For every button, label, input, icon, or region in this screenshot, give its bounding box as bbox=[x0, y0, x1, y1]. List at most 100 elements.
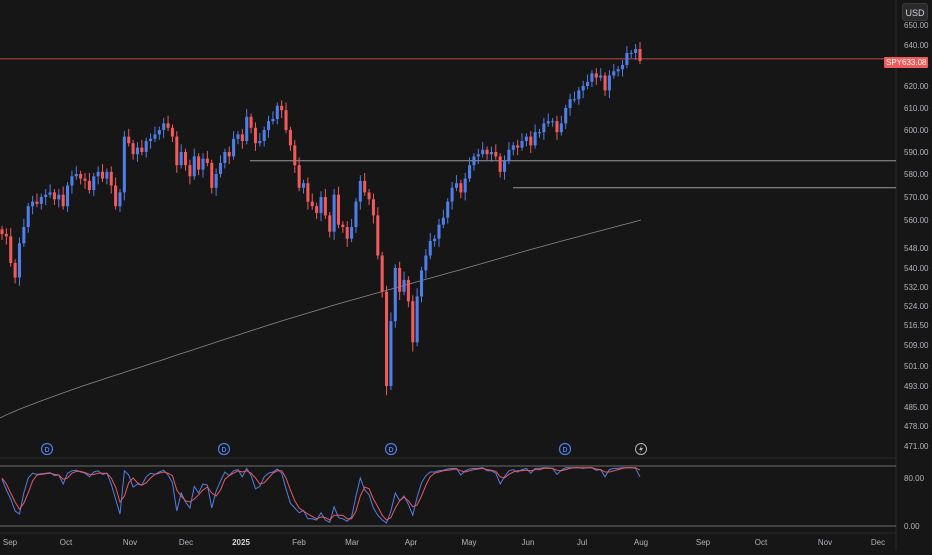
price-tick-label: 600.00 bbox=[904, 126, 929, 135]
candle-body bbox=[87, 180, 91, 191]
candle-body bbox=[559, 123, 563, 133]
candle-body bbox=[79, 174, 83, 179]
candle-body bbox=[328, 215, 332, 232]
candle-body bbox=[634, 49, 638, 53]
candle-body bbox=[157, 130, 161, 135]
candle-body bbox=[17, 243, 22, 278]
candle-body bbox=[345, 227, 349, 239]
dividend-marker: D bbox=[217, 442, 231, 456]
candle-body bbox=[419, 270, 424, 297]
candle-body bbox=[336, 194, 341, 225]
time-axis-label: Nov bbox=[818, 538, 832, 547]
candle-body bbox=[315, 206, 319, 214]
time-axis-label: Oct bbox=[60, 538, 73, 547]
candle-body bbox=[13, 263, 17, 278]
candle-body bbox=[210, 163, 214, 188]
candle-body bbox=[192, 156, 196, 177]
price-tick-label: 620.00 bbox=[904, 82, 929, 91]
candle-body bbox=[232, 138, 236, 157]
candle-body bbox=[306, 183, 310, 202]
candle-body bbox=[516, 145, 520, 148]
stochastic-tick-label: 0.00 bbox=[904, 522, 920, 531]
dividend-marker-letter: D bbox=[562, 447, 567, 454]
time-axis-label: Dec bbox=[871, 538, 885, 547]
candle-body bbox=[572, 99, 576, 101]
candle-body bbox=[498, 156, 502, 172]
candle-body bbox=[476, 154, 480, 157]
candle-body bbox=[503, 160, 507, 172]
candle-body bbox=[424, 255, 428, 271]
candle-body bbox=[297, 165, 301, 188]
candle-body bbox=[39, 197, 43, 204]
dividend-marker-circle bbox=[40, 442, 54, 456]
time-axis-label: May bbox=[461, 538, 476, 547]
candle-body bbox=[406, 279, 410, 302]
candle-body bbox=[57, 194, 61, 200]
candle-body bbox=[537, 132, 542, 134]
candle-body bbox=[354, 201, 358, 227]
candle-body bbox=[450, 187, 454, 202]
candle-body bbox=[319, 197, 323, 214]
candle-body bbox=[61, 194, 65, 207]
price-tick-label: 580.00 bbox=[904, 170, 929, 179]
candle-body bbox=[288, 130, 292, 146]
dividend-marker-letter: D bbox=[388, 447, 393, 454]
candle-body bbox=[371, 199, 375, 216]
price-tick-label: 570.00 bbox=[904, 193, 929, 202]
candle-body bbox=[214, 174, 218, 188]
time-axis-label: Dec bbox=[179, 538, 193, 547]
currency-button[interactable]: USD bbox=[902, 3, 928, 21]
candle-body bbox=[542, 123, 546, 133]
dividend-marker: D bbox=[384, 442, 398, 456]
candle-body bbox=[599, 75, 603, 78]
candle-body bbox=[4, 234, 8, 237]
candle-body bbox=[301, 183, 306, 188]
candle-body bbox=[433, 238, 437, 241]
candle-body bbox=[568, 99, 572, 108]
price-tick-label: 493.00 bbox=[904, 382, 929, 391]
candle-body bbox=[218, 163, 223, 174]
time-axis-label: Sep bbox=[3, 538, 18, 547]
candle-body bbox=[74, 174, 78, 177]
candle-body bbox=[380, 255, 384, 292]
price-tick-label: 501.00 bbox=[904, 362, 929, 371]
candle-body bbox=[122, 136, 126, 193]
candle-body bbox=[131, 143, 135, 155]
candle-body bbox=[35, 201, 39, 204]
candle-body bbox=[293, 145, 297, 166]
candle-body bbox=[389, 321, 393, 386]
candle-body bbox=[415, 296, 419, 343]
candle-body bbox=[459, 183, 463, 193]
price-tick-label: 610.00 bbox=[904, 104, 929, 113]
stochastic-d-line bbox=[1, 467, 641, 521]
candle-body bbox=[441, 217, 445, 225]
candle-body bbox=[9, 236, 13, 263]
candle-body bbox=[184, 152, 188, 166]
candle-body bbox=[166, 123, 170, 128]
candle-body bbox=[581, 86, 585, 91]
candle-body bbox=[310, 201, 314, 207]
candle-body bbox=[520, 141, 524, 148]
candle-body bbox=[437, 224, 441, 239]
candle-body bbox=[227, 152, 231, 157]
candle-body bbox=[175, 136, 179, 166]
candle-body bbox=[551, 121, 555, 123]
candle-body bbox=[533, 132, 537, 146]
candle-body bbox=[638, 49, 642, 61]
candle-body bbox=[271, 119, 275, 122]
price-tick-label: 548.00 bbox=[904, 244, 929, 253]
time-axis-label: 2025 bbox=[232, 538, 250, 547]
stochastic-tick-label: 80.00 bbox=[904, 474, 925, 483]
candle-body bbox=[489, 152, 493, 155]
time-axis-label: Aug bbox=[634, 538, 648, 547]
candle-body bbox=[376, 215, 380, 256]
dividend-marker-letter: D bbox=[44, 447, 49, 454]
candle-body bbox=[411, 301, 415, 343]
candle-body bbox=[625, 53, 629, 65]
candle-body bbox=[607, 75, 611, 91]
time-axis-label: Jul bbox=[577, 538, 587, 547]
lightning-icon-bolt bbox=[639, 445, 643, 453]
candle-body bbox=[188, 165, 192, 177]
